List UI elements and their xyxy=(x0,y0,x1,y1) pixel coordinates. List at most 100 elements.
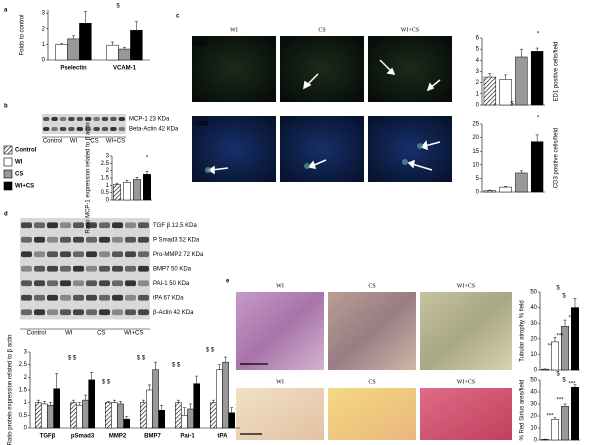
blot-band xyxy=(125,222,136,229)
bar xyxy=(571,386,579,441)
band-label: MCP-1 23 KDa xyxy=(129,117,170,123)
band-label: tPA 67 KDa xyxy=(153,295,184,301)
blot-band xyxy=(85,127,92,131)
panel-letter: c xyxy=(176,14,180,20)
blot-band xyxy=(125,294,136,301)
legend-label: CS xyxy=(15,172,23,178)
y-tick-label: 10 xyxy=(472,162,479,168)
y-tick-label: 1 xyxy=(42,42,46,48)
column-label: WI xyxy=(230,27,238,33)
blot-band xyxy=(68,117,75,121)
bar xyxy=(515,172,528,193)
annotation: *** xyxy=(556,398,564,404)
blot-band xyxy=(112,222,123,229)
bar xyxy=(88,379,95,429)
bar xyxy=(53,388,60,429)
blot-band xyxy=(101,127,109,131)
blot-band xyxy=(99,236,110,243)
bar xyxy=(70,402,77,429)
column-label: WI xyxy=(276,379,284,385)
blot-band xyxy=(86,251,97,258)
bar xyxy=(210,402,217,429)
blot-band xyxy=(73,294,84,301)
x-tick-label: MMP2 xyxy=(109,434,127,440)
blot-band xyxy=(21,251,32,258)
blot-band xyxy=(125,251,136,258)
blot-band xyxy=(112,251,123,258)
y-tick-label: 0 xyxy=(106,198,110,204)
bar xyxy=(541,368,549,371)
blot-band xyxy=(43,127,50,131)
annotation: *** xyxy=(546,414,554,420)
band-label: P Smad3 52 KDa xyxy=(153,237,200,243)
blot-band xyxy=(138,222,149,229)
blot-band xyxy=(86,309,97,316)
y-tick-label: 0 xyxy=(24,426,28,432)
y-tick-label: 1.5 xyxy=(101,176,110,182)
column-label: CS xyxy=(318,27,325,33)
blot-band xyxy=(60,265,71,272)
column-label: CS xyxy=(368,379,375,385)
y-tick-label: 0 xyxy=(476,190,480,196)
annotation: $ $ xyxy=(68,356,77,362)
y-tick-label: 30 xyxy=(530,321,537,327)
legend-swatch xyxy=(3,169,13,179)
blot-band xyxy=(112,280,123,287)
x-tick-label: tPA xyxy=(218,434,229,440)
band-label: β-Actin 42 KDa xyxy=(153,310,194,316)
blot-band xyxy=(99,294,110,301)
y-tick-label: 1 xyxy=(476,91,480,97)
bar xyxy=(79,23,92,61)
band-label: Beta-Actin 42 KDa xyxy=(129,127,179,133)
lane-label: CS xyxy=(90,139,98,145)
bar xyxy=(47,404,54,429)
y-tick-label: 2 xyxy=(106,168,110,174)
bar xyxy=(541,439,549,441)
blot-band xyxy=(51,117,58,121)
bar xyxy=(140,402,147,429)
y-tick-label: 0 xyxy=(534,368,538,374)
y-tick-label: 20 xyxy=(530,414,537,420)
bar xyxy=(143,174,151,201)
panel-letter: a xyxy=(4,8,8,14)
y-tick-label: 50 xyxy=(530,290,537,296)
bar xyxy=(133,179,141,201)
panel-letter: d xyxy=(4,212,8,218)
blot-band xyxy=(112,236,123,243)
bar xyxy=(117,403,124,429)
bar xyxy=(530,141,544,193)
blot-band xyxy=(73,251,84,258)
blot-band xyxy=(51,127,58,131)
blot-band xyxy=(99,309,110,316)
blot-band xyxy=(73,236,84,243)
y-tick-label: 3 xyxy=(42,11,46,17)
blot-band xyxy=(47,280,58,287)
bar xyxy=(530,51,544,106)
blot-band xyxy=(60,280,71,287)
y-tick-label: 20 xyxy=(530,336,537,342)
bar xyxy=(105,402,112,429)
y-tick-label: 2 xyxy=(42,26,46,32)
blot-band xyxy=(60,309,71,316)
y-axis-label: Tubular atrophy % field xyxy=(520,300,526,361)
blot-band xyxy=(99,222,110,229)
blot-band xyxy=(85,117,92,121)
blot-band xyxy=(43,117,50,121)
y-tick-label: 2.5 xyxy=(101,161,110,167)
bar xyxy=(82,399,89,429)
y-tick-label: 4 xyxy=(476,58,480,64)
blot-band xyxy=(60,251,71,258)
bar xyxy=(222,361,229,429)
lane-label: WI xyxy=(70,139,78,145)
annotation: $ xyxy=(562,294,566,300)
lane-label: Control xyxy=(43,139,62,145)
bar xyxy=(152,369,159,429)
blot-band xyxy=(34,280,45,287)
bar xyxy=(67,38,80,61)
blot-band xyxy=(47,294,58,301)
bar xyxy=(41,403,48,429)
blot-band xyxy=(112,294,123,301)
bar xyxy=(181,415,188,429)
blot-band xyxy=(138,236,149,243)
blot-band xyxy=(34,236,45,243)
